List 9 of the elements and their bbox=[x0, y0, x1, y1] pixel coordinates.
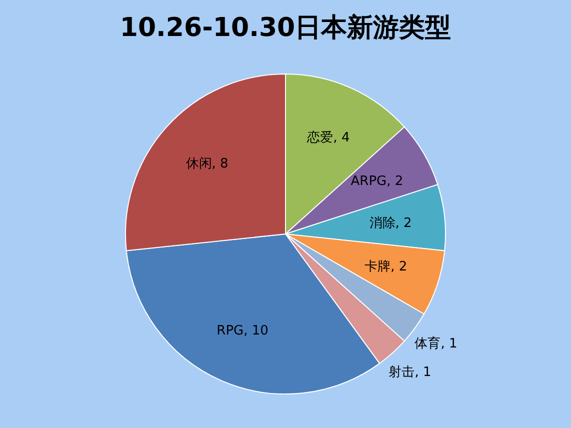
slice-label: 恋爱, 4 bbox=[306, 130, 350, 146]
slice-label: 消除, 2 bbox=[369, 216, 412, 231]
slice-label: RPG, 10 bbox=[216, 323, 268, 338]
slice-label: ARPG, 2 bbox=[350, 174, 404, 190]
slice-label: 卡牌, 2 bbox=[364, 260, 408, 275]
slice-label: 射击, 1 bbox=[388, 365, 432, 380]
chart-title: 10.26-10.30日本新游类型 bbox=[120, 13, 452, 43]
slice-label: 休闲, 8 bbox=[186, 156, 228, 172]
slice-label: 体育, 1 bbox=[414, 335, 458, 352]
